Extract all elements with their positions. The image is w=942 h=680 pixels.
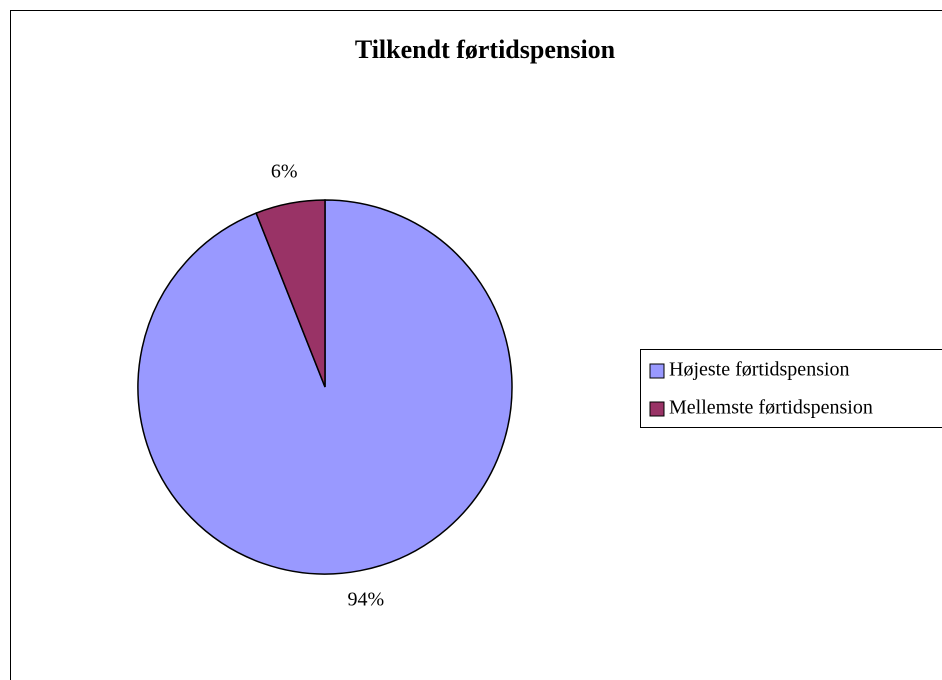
legend-label: Mellemste førtidspension [669,397,873,419]
legend-box [640,349,942,428]
legend-swatch [649,401,665,417]
data-label: 94% [348,589,385,611]
legend-swatch [649,363,665,379]
data-label: 6% [271,160,298,182]
pie-slice [255,199,326,388]
legend-label: Højeste førtidspension [669,359,850,381]
chart-title: Tilkendt førtidspension [355,35,616,64]
